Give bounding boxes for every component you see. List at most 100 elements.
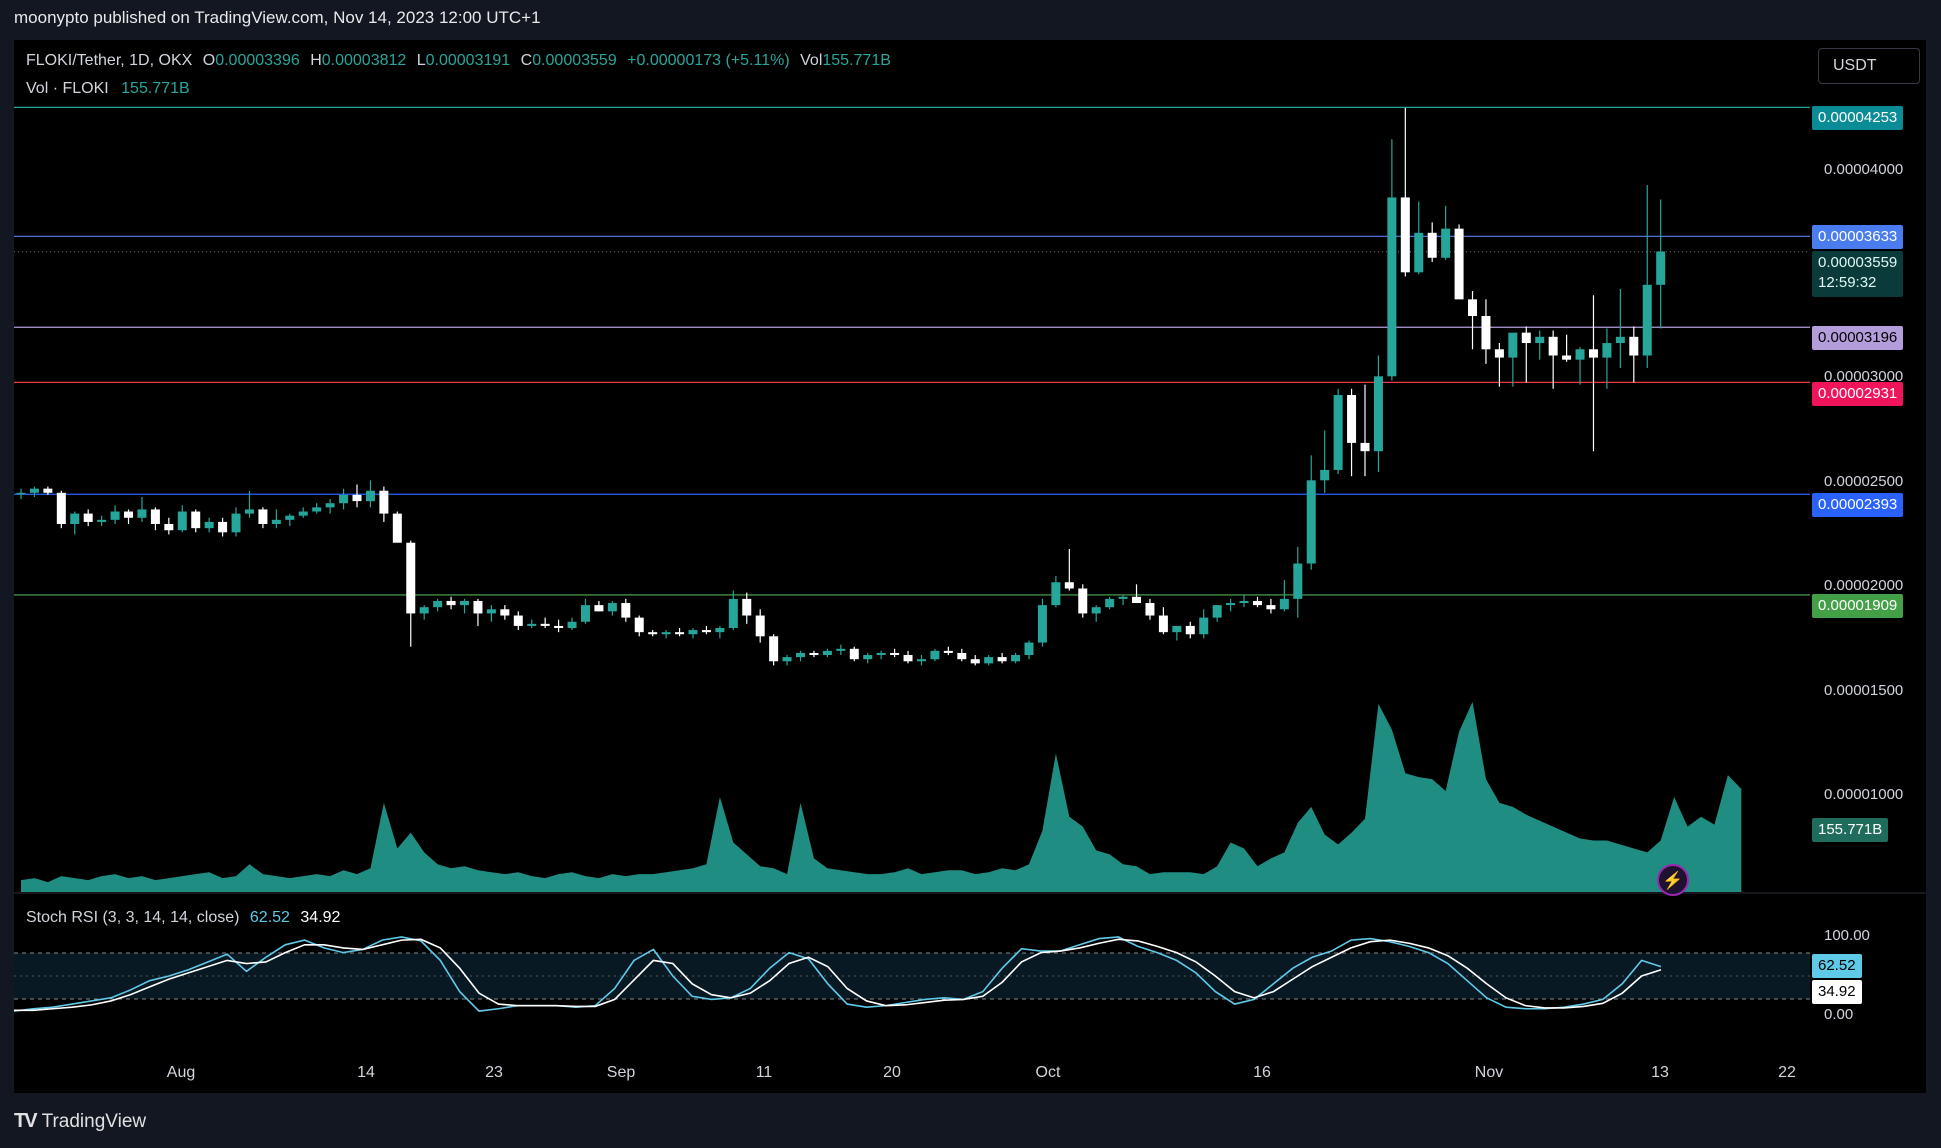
volume-area: [21, 701, 1742, 892]
candle-body: [83, 513, 93, 522]
change-value: +0.00000173 (+5.11%): [627, 52, 790, 69]
candle-body: [1078, 588, 1088, 614]
open-label: O: [202, 52, 216, 69]
x-axis-label: 16: [1253, 1064, 1271, 1081]
candle-body: [70, 513, 80, 524]
x-axis-label: 22: [1778, 1064, 1796, 1081]
candle-body: [1199, 617, 1209, 635]
volume-legend-label: Vol · FLOKI: [26, 80, 109, 97]
currency-button[interactable]: USDT: [1818, 48, 1920, 84]
tradingview-brand: TradingView: [41, 1110, 147, 1132]
candle-body: [675, 632, 685, 635]
candle-body: [890, 652, 900, 656]
current-price-value: 0.00003559: [1818, 254, 1898, 271]
candle-body: [527, 623, 537, 626]
candle-body: [1239, 600, 1249, 604]
candle-body: [339, 494, 349, 504]
candle-body: [822, 650, 832, 656]
candle-body: [433, 600, 443, 608]
candle-body: [1347, 395, 1357, 443]
current-price-label: 0.00003559 12:59:32: [1812, 251, 1904, 297]
price-axis-label: 0.00001000: [1824, 786, 1904, 803]
candle-body: [742, 598, 752, 616]
stoch-d-value: 34.92: [300, 909, 341, 926]
candle-body: [1535, 336, 1545, 344]
candle-body: [43, 488, 53, 493]
high-label: H: [310, 52, 322, 69]
candle-body: [258, 509, 268, 524]
candle-body: [406, 542, 416, 614]
candle-body: [607, 603, 617, 612]
open-value: 0.00003396: [215, 52, 300, 69]
candle-body: [365, 490, 375, 502]
candle-body: [1468, 299, 1478, 316]
chart-area[interactable]: [14, 40, 1926, 1093]
price-axis-label: 0.00002000: [1824, 577, 1904, 594]
stoch-axis-label: 0.00: [1824, 1006, 1854, 1023]
candle-body: [836, 648, 846, 651]
low-label: L: [416, 52, 426, 69]
volume-price-label: 155.771B: [1812, 818, 1889, 842]
candle-body: [701, 630, 711, 633]
level-price-label: 0.00002931: [1812, 382, 1904, 406]
stoch-band: [14, 953, 1810, 999]
stoch-rsi-label: Stoch RSI (3, 3, 14, 14, close): [26, 909, 240, 926]
candle-body: [916, 659, 926, 662]
candle-body: [1091, 607, 1101, 614]
candle-body: [1387, 197, 1397, 377]
x-axis-label: 23: [485, 1064, 503, 1081]
level-price-label: 0.00002393: [1812, 493, 1904, 517]
candle-body: [513, 615, 523, 626]
candle-body: [16, 492, 26, 495]
candle-body: [325, 503, 335, 508]
candle-body: [1011, 655, 1021, 662]
x-axis-label: 13: [1651, 1064, 1669, 1081]
tradingview-logo[interactable]: TV TradingView: [14, 1110, 146, 1133]
candle-body: [540, 623, 550, 626]
candle-body: [1454, 228, 1464, 300]
candle-body: [1226, 603, 1236, 606]
candle-body: [1602, 343, 1612, 358]
candle-body: [715, 628, 725, 633]
high-value: 0.00003812: [321, 52, 407, 69]
candle-body: [1051, 582, 1061, 606]
candle-body: [1212, 605, 1222, 618]
level-price-label: 0.00003196: [1812, 326, 1904, 350]
candle-body: [1629, 336, 1639, 356]
level-price-label: 0.00003633: [1812, 225, 1904, 249]
x-axis-label: Aug: [166, 1064, 196, 1081]
candle-body: [661, 632, 671, 635]
candle-body: [782, 657, 792, 662]
candle-body: [1024, 642, 1034, 656]
candle-body: [809, 652, 819, 656]
stoch-k-label: 62.52: [1812, 954, 1862, 978]
candle-body: [1548, 336, 1558, 356]
candle-body: [1293, 563, 1303, 599]
candle-body: [1360, 442, 1370, 452]
candle-body: [1105, 598, 1115, 608]
symbol-title: FLOKI/Tether, 1D, OKX: [26, 52, 193, 69]
candle-body: [392, 513, 402, 543]
candle-body: [1373, 376, 1383, 452]
lightning-icon[interactable]: ⚡: [1657, 864, 1689, 896]
candle-body: [943, 650, 953, 653]
price-axis-label: 0.00001500: [1824, 682, 1904, 699]
volume-legend: Vol · FLOKI 155.771B: [26, 80, 190, 98]
candle-body: [1118, 596, 1128, 599]
candle-body: [1037, 605, 1047, 643]
candle-body: [204, 521, 214, 529]
candle-body: [1642, 284, 1652, 356]
vol-value: 155.771B: [822, 52, 891, 69]
candle-body: [1494, 349, 1504, 358]
candle-body: [1508, 332, 1518, 358]
candle-body: [755, 615, 765, 637]
stoch-axis-label: 100.00: [1824, 927, 1870, 944]
price-axis-label: 0.00002500: [1824, 473, 1904, 490]
level-price-label: 0.00001909: [1812, 594, 1904, 618]
candle-body: [1145, 603, 1155, 616]
candle-body: [1266, 605, 1276, 610]
candle-body: [769, 636, 779, 662]
low-value: 0.00003191: [425, 52, 511, 69]
candle-body: [930, 650, 940, 660]
